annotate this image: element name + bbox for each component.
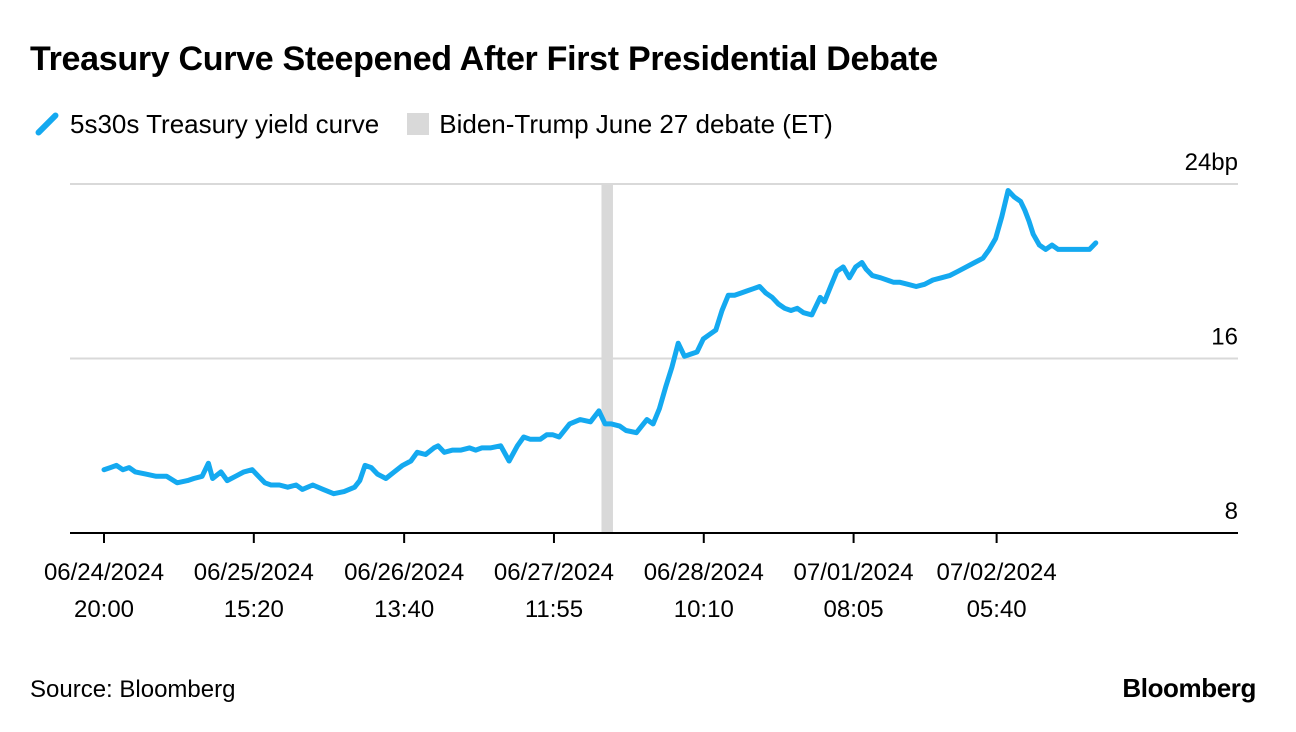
y-tick-label: 24bp xyxy=(1185,149,1238,176)
bloomberg-logo: Bloomberg xyxy=(1122,673,1256,703)
legend-item-series: 5s30s Treasury yield curve xyxy=(30,109,379,140)
legend-series-label: 5s30s Treasury yield curve xyxy=(70,108,380,139)
gridlines xyxy=(70,183,1238,360)
x-tick-label-date: 06/25/2024 xyxy=(194,559,314,586)
chart-title: Treasury Curve Steepened After First Pre… xyxy=(30,40,938,78)
x-tick-label-date: 06/24/2024 xyxy=(44,559,164,586)
legend-item-event: Biden-Trump June 27 debate (ET) xyxy=(407,109,833,140)
series-layer xyxy=(101,188,1099,497)
y-tick-label: 16 xyxy=(1211,324,1238,351)
legend-event-label: Biden-Trump June 27 debate (ET) xyxy=(439,108,833,139)
x-tick-label-date: 06/27/2024 xyxy=(494,559,614,586)
x-tick-label-time: 10:10 xyxy=(674,596,734,623)
x-tick-label-date: 07/01/2024 xyxy=(794,559,914,586)
x-tick-label-time: 08:05 xyxy=(824,596,884,623)
debate-event-band xyxy=(601,184,613,533)
source-note: Source: Bloomberg xyxy=(30,676,236,703)
y-tick-label: 8 xyxy=(1225,498,1238,525)
x-axis: 06/24/2024 20:00 06/25/2024 15:20 06/26/2024… xyxy=(44,532,1238,623)
x-tick-label-date: 06/26/2024 xyxy=(344,559,464,586)
x-tick-label-time: 05:40 xyxy=(967,596,1027,623)
x-tick-label-time: 20:00 xyxy=(74,596,134,623)
x-tick-label-time: 11:55 xyxy=(525,596,583,623)
legend: 5s30s Treasury yield curve Biden-Trump J… xyxy=(30,104,861,144)
x-tick-label-date: 07/02/2024 xyxy=(937,559,1057,586)
event-band-layer xyxy=(601,184,613,533)
x-tick-label-time: 15:20 xyxy=(224,596,284,623)
x-tick-label-time: 13:40 xyxy=(374,596,434,623)
x-tick-label-date: 06/28/2024 xyxy=(644,559,764,586)
y-axis-labels: 8 16 24bp xyxy=(1185,149,1238,525)
series-line-5s30s xyxy=(101,188,1099,497)
square-swatch-icon xyxy=(407,113,430,135)
